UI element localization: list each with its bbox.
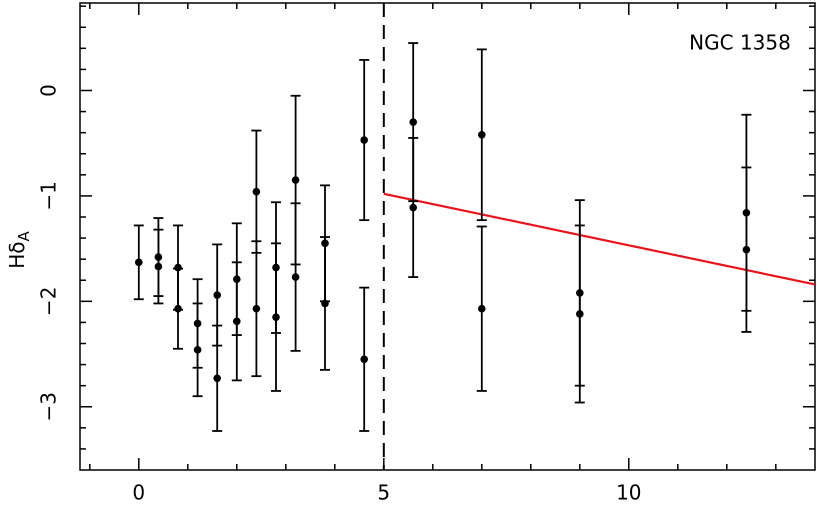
data-point bbox=[291, 273, 300, 281]
data-point bbox=[478, 304, 486, 313]
y-tick-label: −1 bbox=[37, 181, 61, 210]
x-tick-label: 0 bbox=[132, 481, 145, 505]
y-tick-label: 0 bbox=[37, 84, 61, 97]
y-tick-label: −2 bbox=[37, 287, 61, 316]
data-point bbox=[213, 291, 221, 299]
data-point bbox=[135, 258, 143, 267]
x-tick-label: 5 bbox=[377, 481, 390, 505]
data-point bbox=[321, 299, 329, 308]
data-point bbox=[478, 130, 486, 139]
data-point bbox=[252, 304, 261, 313]
data-point bbox=[154, 262, 163, 271]
data-point bbox=[742, 245, 751, 254]
data-point bbox=[409, 118, 418, 126]
annotation: NGC 1358 bbox=[689, 31, 791, 55]
plot-frame bbox=[79, 2, 816, 471]
data-point bbox=[360, 355, 369, 364]
data-point bbox=[576, 310, 584, 318]
y-label-main: Hδ bbox=[5, 241, 29, 268]
y-axis-label: HδA bbox=[5, 230, 33, 268]
data-point bbox=[291, 176, 300, 184]
data-point bbox=[252, 187, 261, 196]
data-point bbox=[174, 304, 182, 313]
data-point bbox=[360, 136, 369, 144]
y-tick-label: −3 bbox=[37, 392, 61, 421]
data-point bbox=[272, 313, 280, 321]
x-tick-label: 10 bbox=[616, 481, 641, 505]
data-point bbox=[409, 203, 418, 212]
fit-line bbox=[383, 192, 816, 286]
data-point bbox=[233, 317, 241, 326]
data-point bbox=[213, 374, 221, 383]
y-label-sub: A bbox=[15, 230, 33, 241]
data-point bbox=[193, 346, 202, 354]
